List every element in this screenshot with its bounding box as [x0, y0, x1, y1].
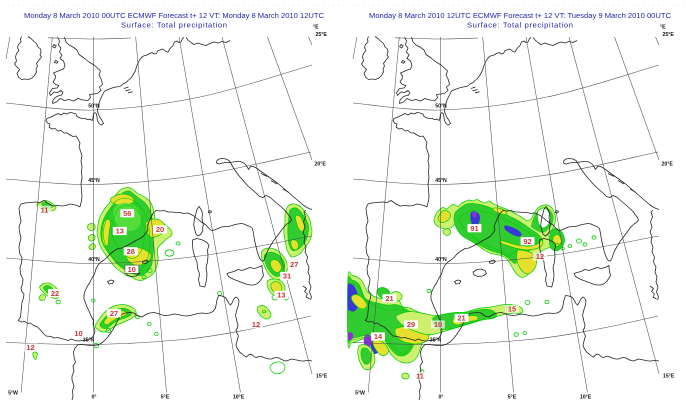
svg-text:15: 15	[508, 305, 516, 314]
svg-text:Surface: Total precipitation: Surface: Total precipitation	[467, 21, 573, 30]
svg-text:45°N: 45°N	[88, 178, 100, 184]
svg-text:10: 10	[74, 329, 82, 338]
svg-text:10: 10	[128, 265, 136, 274]
svg-text:10°E: 10°E	[233, 395, 245, 401]
svg-text:27: 27	[110, 309, 118, 318]
svg-text:92: 92	[523, 237, 531, 246]
svg-text:45°N: 45°N	[435, 178, 447, 184]
svg-text:31: 31	[283, 272, 291, 281]
svg-text:11: 11	[41, 206, 49, 215]
svg-text:28: 28	[127, 247, 135, 256]
svg-text:Monday 8 March 2010 12UTC ECMW: Monday 8 March 2010 12UTC ECMWF Forecast…	[369, 11, 672, 20]
svg-text:15°E: 15°E	[663, 374, 675, 380]
svg-text:56: 56	[123, 209, 131, 218]
svg-text:10: 10	[434, 320, 442, 329]
svg-text:27: 27	[290, 260, 298, 269]
svg-text:20°E: 20°E	[662, 162, 674, 168]
svg-text:0°: 0°	[92, 395, 97, 401]
svg-text:13: 13	[277, 291, 285, 300]
svg-text:11: 11	[416, 372, 424, 381]
svg-text:40°N: 40°N	[435, 257, 447, 263]
svg-text:50°N: 50°N	[88, 104, 100, 110]
svg-text:25°E: 25°E	[316, 32, 328, 38]
svg-text:13: 13	[116, 227, 124, 236]
svg-text:5°W: 5°W	[355, 391, 365, 397]
svg-text:0°: 0°	[439, 395, 444, 401]
svg-text:Surface: Total precipitation: Surface: Total precipitation	[121, 21, 227, 30]
svg-text:15°E: 15°E	[316, 374, 328, 380]
svg-text:40°N: 40°N	[88, 257, 100, 263]
svg-text:°E: °E	[660, 25, 666, 31]
svg-text:10°E: 10°E	[580, 395, 592, 401]
svg-text:°E: °E	[313, 25, 319, 31]
svg-text:29: 29	[407, 320, 415, 329]
svg-text:50°N: 50°N	[435, 104, 447, 110]
svg-text:5°W: 5°W	[8, 391, 18, 397]
svg-text:20: 20	[156, 225, 164, 234]
svg-text:22: 22	[51, 289, 59, 298]
svg-text:35°N: 35°N	[430, 338, 442, 344]
svg-text:5°E: 5°E	[508, 395, 517, 401]
svg-text:12: 12	[26, 343, 34, 352]
svg-text:12: 12	[252, 320, 260, 329]
svg-text:91: 91	[470, 224, 478, 233]
svg-text:20°E: 20°E	[315, 162, 327, 168]
svg-text:35°N: 35°N	[83, 338, 95, 344]
svg-text:5°E: 5°E	[161, 395, 170, 401]
svg-text:25°E: 25°E	[663, 32, 675, 38]
svg-text:21: 21	[385, 294, 393, 303]
svg-text:14: 14	[374, 332, 383, 341]
svg-text:21: 21	[457, 314, 465, 323]
svg-text:Monday 8 March 2010 00UTC ECMW: Monday 8 March 2010 00UTC ECMWF Forecast…	[24, 11, 325, 20]
svg-text:12: 12	[536, 252, 544, 261]
